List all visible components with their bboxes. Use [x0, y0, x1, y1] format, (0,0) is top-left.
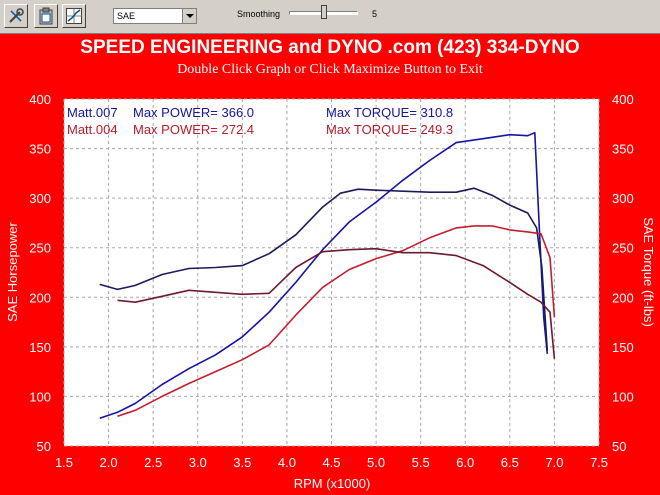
- correction-select[interactable]: SAE: [113, 8, 197, 24]
- legend-power-1: Max POWER= 366.0: [133, 105, 254, 120]
- x-tick-label: 6.5: [501, 455, 519, 470]
- x-tick-label: 4.5: [322, 455, 340, 470]
- x-tick-label: 3.5: [233, 455, 251, 470]
- x-axis-label: RPM (x1000): [294, 476, 371, 491]
- y-tick-label: 250: [29, 241, 51, 256]
- y2-tick-label: 50: [612, 439, 626, 454]
- series-line-matt-007-power: [99, 131, 549, 419]
- tools-icon: [9, 8, 24, 23]
- series-lines: [99, 131, 556, 419]
- smoothing-label: Smoothing: [237, 9, 281, 19]
- y2-tick-label: 250: [612, 241, 634, 256]
- x-tick-label: 1.5: [55, 455, 73, 470]
- legend-run-1: Matt.007: [67, 105, 118, 120]
- x-tick-label: 4.0: [278, 455, 296, 470]
- series-line-matt-004-torque: [117, 247, 556, 359]
- y-tick-label: 100: [29, 389, 51, 404]
- y-tick-label: 400: [29, 92, 51, 107]
- y2-tick-label: 350: [612, 142, 634, 157]
- series-line-matt-007-torque: [99, 187, 549, 351]
- y2-tick-label: 150: [612, 340, 634, 355]
- x-tick-label: 5.0: [367, 455, 385, 470]
- legend-torque-2: Max TORQUE= 249.3: [326, 122, 453, 137]
- toolbar: SAE Smoothing 5: [0, 0, 660, 34]
- y2-tick-label: 100: [612, 389, 634, 404]
- graph-icon: [66, 8, 82, 24]
- legend: Matt.007 Max POWER= 366.0 Max TORQUE= 31…: [67, 105, 453, 137]
- y2-tick-label: 200: [612, 290, 634, 305]
- graph-button[interactable]: [62, 4, 86, 28]
- y2-tick-label: 300: [612, 191, 634, 206]
- tick-labels: 1.5 2.0 2.5 3.0 3.5 4.0 4.5 5.0 5.5 6.0 6.5 7.0 7.5 5…: [29, 92, 633, 470]
- page-subtitle: Double Click Graph or Click Maximize But…: [177, 62, 483, 77]
- legend-run-2: Matt.004: [67, 122, 118, 137]
- x-tick-label: 2.5: [144, 455, 162, 470]
- smoothing-slider-thumb[interactable]: [320, 5, 327, 19]
- x-tick-label: 7.5: [590, 455, 608, 470]
- smoothing-value: 5: [372, 9, 378, 19]
- tools-button[interactable]: [4, 4, 28, 28]
- series-line-matt-004-power: [117, 225, 556, 418]
- y2-tick-label: 400: [612, 92, 634, 107]
- y-tick-label: 300: [29, 191, 51, 206]
- legend-torque-1: Max TORQUE= 310.8: [326, 105, 453, 120]
- correction-value: SAE: [117, 11, 136, 21]
- grid: [63, 98, 600, 447]
- chevron-down-icon[interactable]: [182, 9, 196, 23]
- x-tick-label: 6.0: [456, 455, 474, 470]
- legend-power-2: Max POWER= 272.4: [133, 122, 254, 137]
- page-title: SPEED ENGINEERING and DYNO .com (423) 33…: [80, 37, 580, 58]
- clipboard-icon: [39, 7, 53, 25]
- y-axis-label: SAE Horsepower: [5, 221, 20, 321]
- x-tick-label: 5.5: [412, 455, 430, 470]
- y-tick-label: 50: [37, 439, 51, 454]
- y-tick-label: 200: [29, 290, 51, 305]
- y-tick-label: 150: [29, 340, 51, 355]
- x-tick-label: 2.0: [100, 455, 118, 470]
- y-tick-label: 350: [29, 142, 51, 157]
- x-tick-label: 3.0: [189, 455, 207, 470]
- x-tick-label: 7.0: [545, 455, 563, 470]
- y2-axis-label: SAE Torque (ft-lbs): [641, 217, 656, 327]
- clipboard-button[interactable]: [34, 4, 58, 28]
